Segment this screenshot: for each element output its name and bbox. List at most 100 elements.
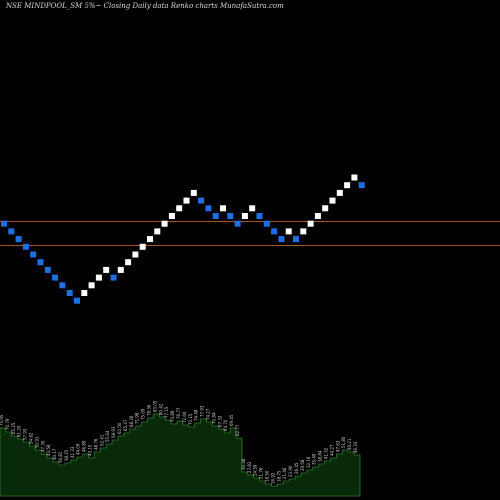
- up-brick: [95, 274, 102, 281]
- volume-value-label: 38.84: [318, 450, 323, 462]
- volume-value-label: 71.98: [135, 412, 140, 424]
- down-brick: [263, 220, 270, 227]
- volume-value-label: 21.46: [282, 467, 287, 479]
- up-brick: [249, 205, 256, 212]
- up-brick: [183, 197, 190, 204]
- up-brick: [161, 220, 168, 227]
- up-brick: [329, 197, 336, 204]
- up-brick: [88, 282, 95, 289]
- down-brick: [44, 266, 51, 273]
- down-brick: [37, 259, 44, 266]
- volume-value-label: 80.42: [158, 403, 163, 415]
- volume-value-label: 51.80: [341, 436, 346, 448]
- volume-value-label: 46.89: [82, 440, 87, 452]
- up-brick: [307, 220, 314, 227]
- volume-value-label: 18.75: [276, 470, 281, 482]
- up-brick: [125, 259, 132, 266]
- volume-value-label: 58.93: [111, 426, 116, 438]
- volume-value-label: 83.05: [152, 400, 157, 412]
- volume-value-label: 38.25: [64, 449, 69, 461]
- up-brick: [117, 266, 124, 273]
- volume-value-label: 24.59: [253, 464, 258, 476]
- volume-value-label: 49.21: [347, 438, 352, 450]
- up-brick: [147, 236, 153, 243]
- volume-value-label: 62.50: [117, 422, 122, 434]
- volume-value-label: 68.26: [129, 415, 134, 427]
- down-brick: [8, 228, 15, 235]
- volume-value-label: 41.52: [324, 447, 329, 459]
- volume-value-label: 23.90: [288, 465, 293, 477]
- down-brick: [30, 251, 37, 258]
- volume-value-label: 47.30: [40, 440, 45, 452]
- up-brick: [220, 205, 226, 212]
- volume-value-label: 74.48: [194, 409, 199, 421]
- down-brick: [15, 236, 22, 243]
- up-brick: [300, 228, 307, 235]
- up-brick: [139, 243, 146, 250]
- volume-value-label: 32.16: [306, 456, 311, 468]
- down-brick: [1, 220, 7, 227]
- up-brick: [351, 174, 358, 181]
- down-brick: [212, 213, 219, 219]
- volume-value-label: 18.50: [265, 470, 270, 482]
- down-brick: [278, 236, 285, 243]
- up-brick: [132, 251, 139, 258]
- up-brick: [154, 228, 161, 235]
- horizontal-lines: [0, 221, 500, 246]
- up-brick: [241, 213, 248, 219]
- volume-area: [0, 413, 361, 497]
- volume-value-label: 75.95: [0, 414, 4, 426]
- down-brick: [271, 228, 278, 235]
- down-brick: [227, 213, 234, 219]
- volume-value-label: 74.27: [206, 408, 211, 420]
- down-brick: [74, 297, 80, 304]
- volume-value-label: 36.81: [58, 451, 63, 463]
- volume-value-label: 65.47: [123, 419, 128, 431]
- volume-value-label: 62.77: [235, 424, 240, 436]
- up-brick: [285, 228, 292, 235]
- volume-value-label: 57.93: [23, 428, 28, 440]
- up-brick: [168, 213, 175, 219]
- up-brick: [322, 205, 329, 212]
- down-brick: [66, 290, 73, 296]
- volume-panel: 75.95 70.79 65.25 61.20 57.93 54.82 50.91 47.30…: [0, 400, 361, 497]
- volume-value-label: 30.48: [241, 458, 246, 470]
- volume-value-label: 77.93: [200, 405, 205, 417]
- up-brick: [344, 182, 351, 189]
- chart-title: NSE MINDPOOL_SM 5%~ Closing Daily data R…: [6, 2, 284, 10]
- volume-value-label: 54.82: [28, 432, 33, 444]
- volume-value-label: 69.45: [229, 414, 234, 426]
- volume-value-label: 40.17: [52, 448, 57, 460]
- down-brick: [256, 213, 263, 219]
- down-brick: [22, 243, 29, 250]
- down-brick: [59, 282, 66, 289]
- up-brick: [176, 205, 183, 212]
- volume-value-label: 21.76: [259, 467, 264, 479]
- up-brick: [81, 290, 88, 296]
- up-brick: [336, 189, 343, 196]
- volume-value-label: 76.77: [176, 407, 181, 419]
- volume-value-label: 55.64: [105, 430, 110, 442]
- volume-value-label: 78.36: [146, 404, 151, 416]
- volume-value-label: 65.25: [11, 422, 16, 434]
- volume-value-label: 72.60: [182, 411, 187, 423]
- volume-value-label: 70.84: [211, 412, 216, 424]
- volume-value-label: 50.91: [34, 436, 39, 448]
- volume-value-label: 61.20: [17, 425, 22, 437]
- volume-value-label: 64.70: [223, 419, 228, 431]
- down-brick: [234, 220, 241, 227]
- down-brick: [205, 205, 212, 212]
- volume-value-label: 26.45: [294, 462, 299, 474]
- renko-bricks: [1, 174, 365, 304]
- volume-value-label: 46.33: [353, 441, 358, 453]
- volume-value-label: 52.41: [99, 434, 104, 446]
- volume-value-label: 41.33: [70, 446, 75, 458]
- volume-value-label: 70.79: [5, 418, 10, 430]
- down-brick: [293, 236, 299, 243]
- volume-value-label: 48.76: [93, 438, 98, 450]
- volume-value-label: 35.49: [312, 453, 317, 465]
- volume-value-label: 44.09: [76, 443, 81, 455]
- volume-value-label: 43.10: [87, 444, 92, 456]
- volume-value-label: 43.58: [46, 444, 51, 456]
